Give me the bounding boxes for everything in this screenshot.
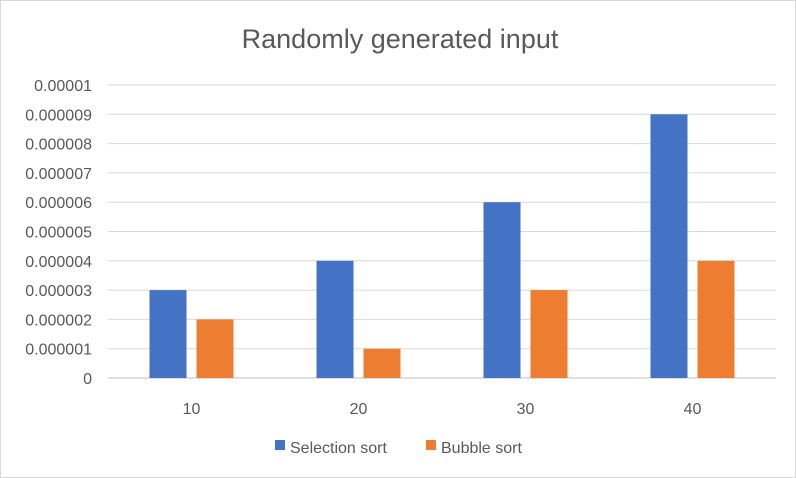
chart-title: Randomly generated input bbox=[242, 24, 559, 54]
bar-bubble-sort-40 bbox=[697, 260, 735, 378]
y-tick-label: 0.000008 bbox=[25, 137, 92, 154]
y-tick-label: 0.000004 bbox=[25, 254, 92, 271]
legend-swatch-selection-sort bbox=[275, 440, 285, 450]
bar-selection-sort-30 bbox=[483, 202, 521, 378]
y-tick-label: 0.000009 bbox=[25, 107, 92, 124]
x-tick-label: 30 bbox=[517, 401, 535, 418]
bars bbox=[149, 114, 735, 379]
x-tick-label: 40 bbox=[684, 401, 702, 418]
y-axis: 0 0.000001 0.000002 0.000003 0.000004 0.00000… bbox=[25, 78, 92, 388]
bar-selection-sort-40 bbox=[650, 114, 688, 379]
x-tick-label: 10 bbox=[183, 401, 201, 418]
y-tick-label: 0.000005 bbox=[25, 225, 92, 242]
legend-label: Selection sort bbox=[290, 440, 387, 457]
bar-bubble-sort-20 bbox=[363, 348, 401, 378]
legend-swatch-bubble-sort bbox=[426, 440, 436, 450]
bar-selection-sort-10 bbox=[149, 290, 187, 378]
y-tick-label: 0.00001 bbox=[34, 78, 92, 95]
y-tick-label: 0.000007 bbox=[25, 166, 92, 183]
x-tick-label: 20 bbox=[350, 401, 368, 418]
y-tick-label: 0.000001 bbox=[25, 342, 92, 359]
bar-bubble-sort-10 bbox=[196, 319, 234, 378]
bar-bubble-sort-30 bbox=[530, 290, 568, 378]
y-tick-label: 0.000002 bbox=[25, 312, 92, 329]
x-axis: 10 20 30 40 bbox=[183, 401, 702, 418]
legend: Selection sort Bubble sort bbox=[275, 440, 522, 457]
y-tick-label: 0.000003 bbox=[25, 283, 92, 300]
y-tick-label: 0 bbox=[83, 371, 92, 388]
bar-selection-sort-20 bbox=[316, 260, 354, 378]
y-tick-label: 0.000006 bbox=[25, 195, 92, 212]
legend-label: Bubble sort bbox=[441, 440, 522, 457]
